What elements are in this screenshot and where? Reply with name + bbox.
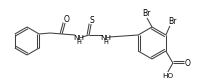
Text: O: O: [185, 59, 191, 67]
Text: H: H: [103, 39, 108, 45]
Text: S: S: [90, 16, 95, 24]
Text: HO: HO: [162, 73, 173, 79]
Text: H: H: [76, 39, 81, 45]
Text: Br: Br: [142, 8, 150, 18]
Text: O: O: [63, 15, 69, 23]
Text: Br: Br: [169, 17, 177, 25]
Text: NH: NH: [100, 35, 111, 41]
Text: NH: NH: [73, 35, 84, 41]
